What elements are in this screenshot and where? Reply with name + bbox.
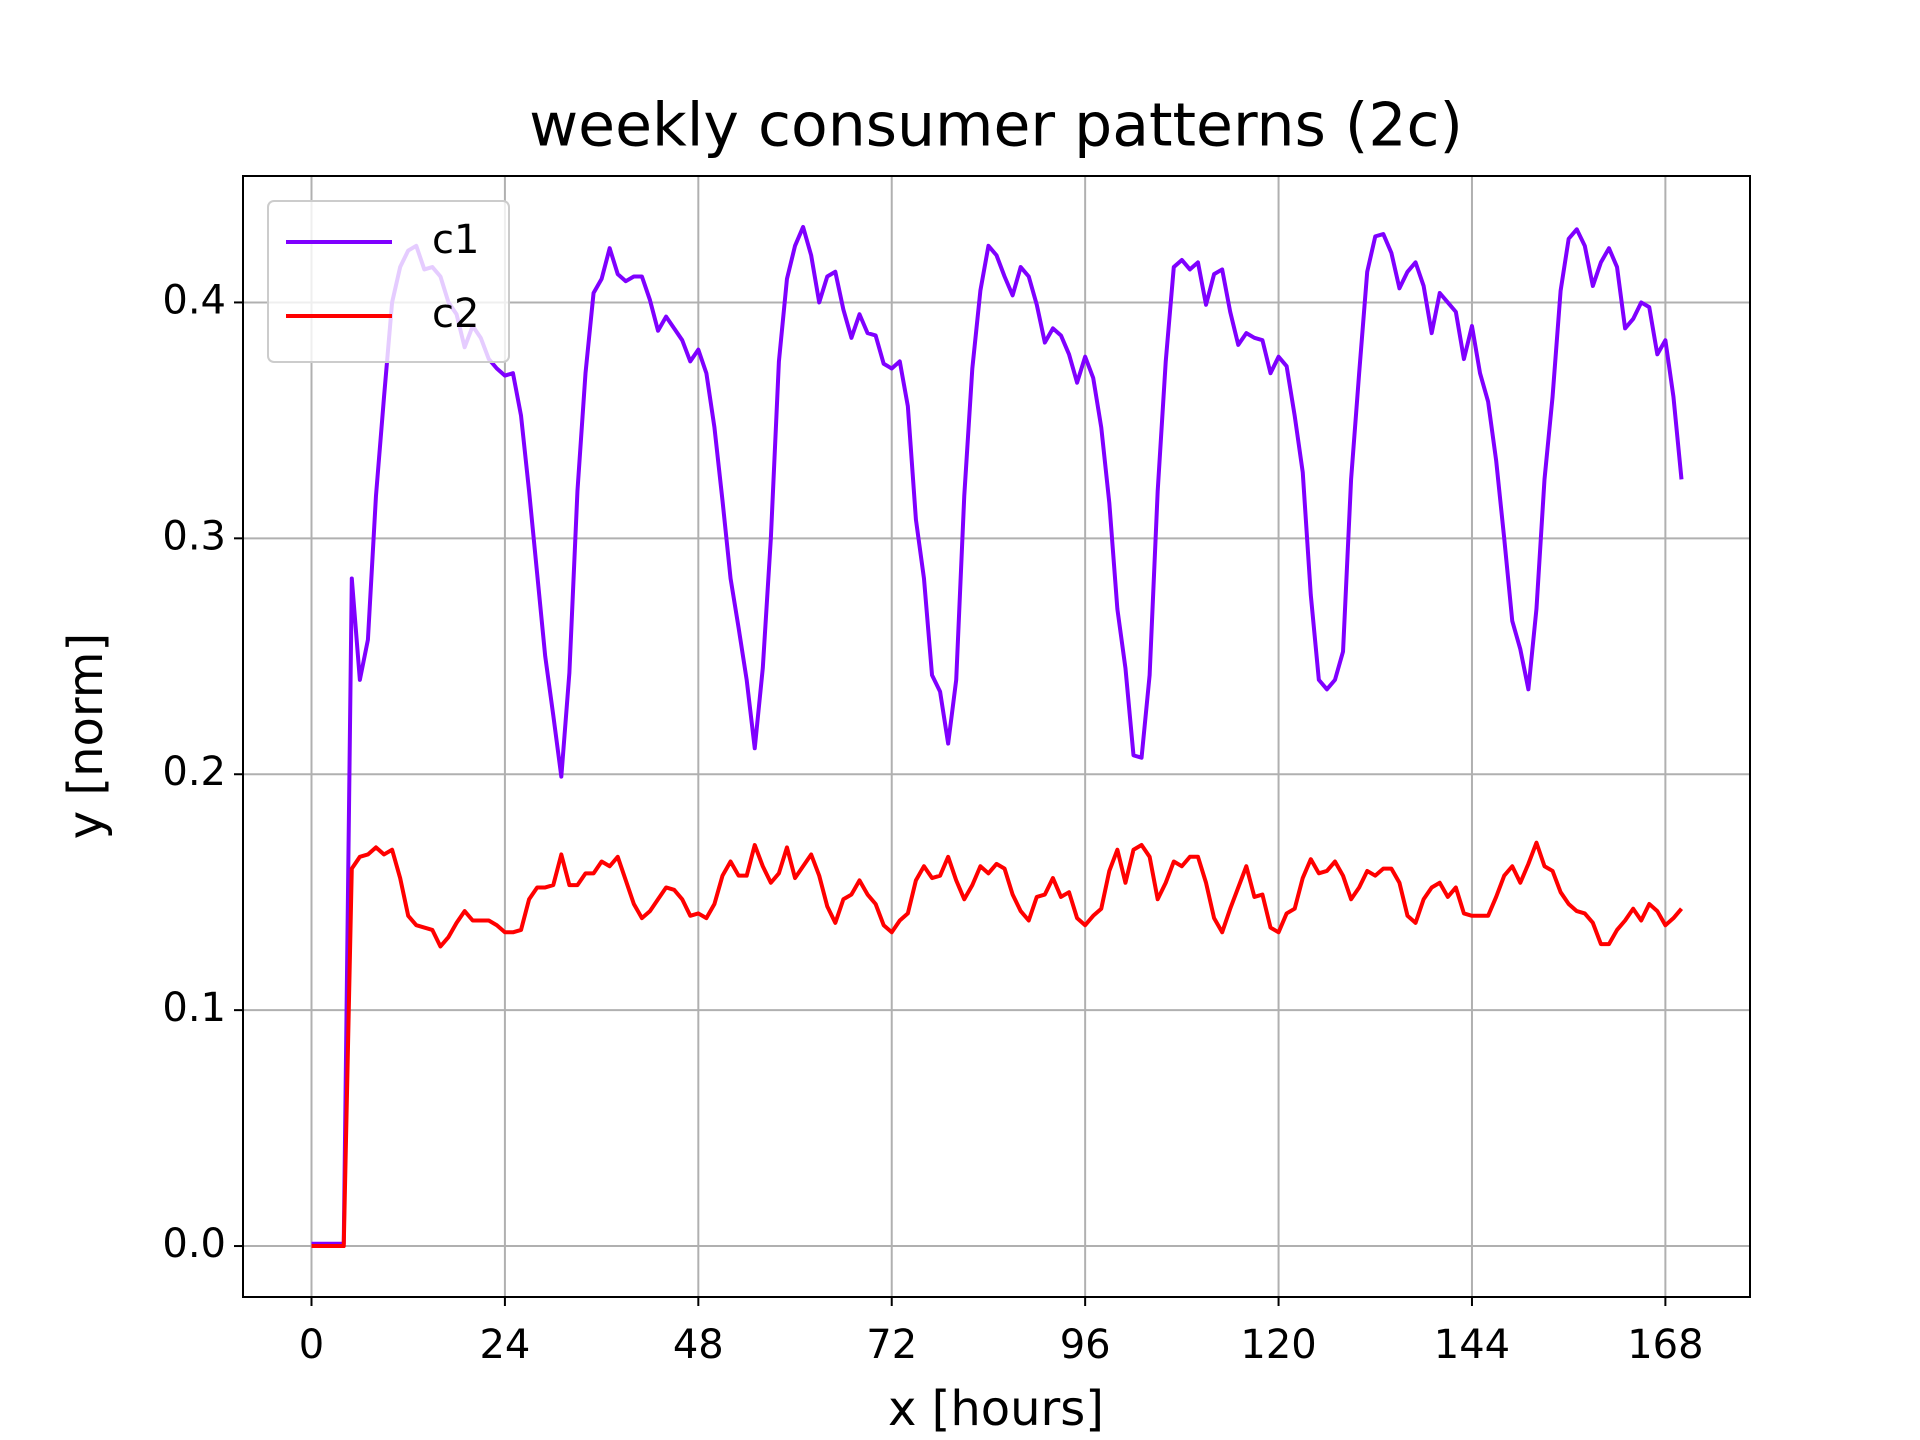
x-tick-label: 120 — [1240, 1322, 1316, 1368]
y-tick-label: 0.2 — [162, 749, 226, 795]
x-tick-label: 24 — [479, 1322, 530, 1368]
chart-title: weekly consumer patterns (2c) — [529, 91, 1463, 161]
series-line — [311, 224, 1684, 1246]
y-axis-label: y [norm] — [58, 633, 114, 840]
x-tick-label: 96 — [1060, 1322, 1111, 1368]
series-line — [311, 840, 1684, 1249]
y-tick-label: 0.4 — [162, 277, 226, 323]
axes-frame — [242, 175, 1751, 1298]
x-axis-label: x [hours] — [888, 1381, 1104, 1437]
x-tick-label: 0 — [299, 1322, 324, 1368]
y-tick-label: 0.3 — [162, 513, 226, 559]
x-tick-label: 144 — [1434, 1322, 1510, 1368]
legend-label: c1 — [432, 217, 479, 263]
y-tick-label: 0.1 — [162, 985, 226, 1031]
x-tick-label: 48 — [673, 1322, 724, 1368]
y-tick-label: 0.0 — [162, 1221, 226, 1267]
legend-label: c2 — [432, 291, 479, 337]
x-tick-label: 168 — [1627, 1322, 1703, 1368]
x-tick-label: 72 — [866, 1322, 917, 1368]
